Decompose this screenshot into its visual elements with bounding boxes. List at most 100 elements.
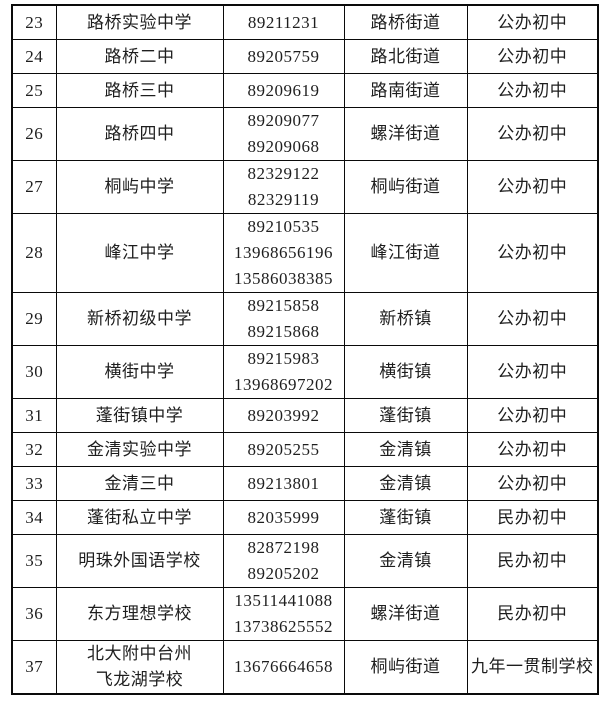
school-name-cell: 明珠外国语学校 — [55, 534, 224, 588]
location-cell-line: 峰江街道 — [370, 243, 441, 262]
school-name-cell-line: 金清三中 — [104, 473, 175, 493]
phone-cell-line: 82329119 — [247, 190, 320, 209]
phone-cell: 89209077 89209068 — [222, 107, 345, 161]
school-name-cell: 路桥二中 — [55, 39, 224, 74]
location-cell: 金清镇 — [343, 466, 468, 501]
table-row: 31 蓬街镇中学 89203992 蓬街镇 公办初中 — [11, 398, 599, 433]
school-type-cell-line: 民办初中 — [497, 507, 568, 527]
school-name-cell: 路桥三中 — [55, 73, 224, 108]
phone-cell: 89205759 — [222, 39, 345, 74]
school-name-cell-line: 峰江中学 — [104, 243, 175, 262]
table-row: 24 路桥二中 89205759 路北街道 公办初中 — [11, 39, 599, 74]
phone-cell-line: 82035999 — [247, 507, 320, 527]
phone-cell-line: 89213801 — [247, 473, 320, 493]
location-cell: 峰江街道 — [343, 213, 468, 293]
table-row: 28 峰江中学 89210535 13968656196 13586038385 峰江街道… — [11, 213, 599, 293]
school-name-cell-line: 横街中学 — [104, 362, 175, 381]
row-number-cell-line: 27 — [25, 177, 44, 196]
school-name-cell: 峰江中学 — [55, 213, 224, 293]
school-name-cell-line: 北大附中台州 — [87, 644, 192, 663]
location-cell: 路北街道 — [343, 39, 468, 74]
school-name-cell: 蓬街私立中学 — [55, 500, 224, 535]
school-type-cell-line: 公办初中 — [497, 405, 568, 425]
phone-cell-line: 89215983 — [247, 349, 320, 368]
school-table-body: 23 路桥实验中学 89211231 路桥街道 公办初中 24 路桥二中 89205759 路北… — [11, 4, 599, 695]
row-number-cell: 26 — [11, 107, 57, 161]
school-name-cell-line: 桐屿中学 — [104, 177, 175, 196]
school-type-cell-line: 公办初中 — [497, 12, 568, 32]
row-number-cell-line: 26 — [25, 124, 44, 143]
row-number-cell-line: 28 — [25, 243, 44, 262]
row-number-cell: 25 — [11, 73, 57, 108]
location-cell: 螺洋街道 — [343, 587, 468, 641]
row-number-cell: 28 — [11, 213, 57, 293]
location-cell-line: 金清镇 — [379, 473, 432, 493]
table-row: 23 路桥实验中学 89211231 路桥街道 公办初中 — [11, 4, 599, 40]
row-number-cell: 34 — [11, 500, 57, 535]
table-row: 36 东方理想学校 13511441088 13738625552 螺洋街道 民办初中 — [11, 587, 599, 641]
table-row: 35 明珠外国语学校 82872198 89205202 金清镇 民办初中 — [11, 534, 599, 588]
location-cell: 路桥街道 — [343, 4, 468, 40]
school-type-cell: 公办初中 — [466, 292, 599, 346]
location-cell: 桐屿街道 — [343, 640, 468, 695]
row-number-cell: 36 — [11, 587, 57, 641]
phone-cell-line: 89205202 — [247, 564, 320, 583]
school-type-cell-line: 民办初中 — [497, 551, 568, 570]
school-name-cell-line: 飞龙湖学校 — [95, 670, 184, 689]
school-name-cell: 新桥初级中学 — [55, 292, 224, 346]
school-name-cell-line: 金清实验中学 — [87, 439, 192, 459]
phone-cell-line: 13676664658 — [234, 657, 333, 676]
row-number-cell: 31 — [11, 398, 57, 433]
school-type-cell: 民办初中 — [466, 534, 599, 588]
school-type-cell: 民办初中 — [466, 587, 599, 641]
school-type-cell: 公办初中 — [466, 39, 599, 74]
school-name-cell-line: 路桥二中 — [104, 46, 175, 66]
location-cell-line: 新桥镇 — [379, 309, 432, 328]
row-number-cell-line: 31 — [25, 405, 44, 425]
phone-cell: 89215983 13968697202 — [222, 345, 345, 399]
school-type-cell: 公办初中 — [466, 432, 599, 467]
school-name-cell: 路桥四中 — [55, 107, 224, 161]
phone-cell-line: 13968656196 — [234, 243, 333, 262]
table-row: 32 金清实验中学 89205255 金清镇 公办初中 — [11, 432, 599, 467]
phone-cell-line: 89209619 — [247, 80, 320, 100]
school-type-cell-line: 民办初中 — [497, 604, 568, 623]
row-number-cell: 30 — [11, 345, 57, 399]
location-cell-line: 蓬街镇 — [379, 507, 432, 527]
school-type-cell-line: 公办初中 — [497, 177, 568, 196]
row-number-cell-line: 25 — [25, 80, 44, 100]
school-name-cell-line: 蓬街私立中学 — [87, 507, 192, 527]
school-type-cell-line: 公办初中 — [497, 309, 568, 328]
school-name-cell-line: 明珠外国语学校 — [78, 551, 201, 570]
location-cell: 横街镇 — [343, 345, 468, 399]
phone-cell-line: 13511441088 — [234, 591, 333, 610]
phone-cell: 89215858 89215868 — [222, 292, 345, 346]
school-type-cell: 公办初中 — [466, 73, 599, 108]
location-cell-line: 螺洋街道 — [370, 124, 441, 143]
row-number-cell-line: 23 — [25, 12, 44, 32]
phone-cell: 82329122 82329119 — [222, 160, 345, 214]
row-number-cell-line: 36 — [25, 604, 44, 623]
location-cell-line: 路南街道 — [370, 80, 441, 100]
school-type-cell: 公办初中 — [466, 107, 599, 161]
phone-cell-line: 89211231 — [247, 12, 320, 32]
location-cell: 桐屿街道 — [343, 160, 468, 214]
row-number-cell: 23 — [11, 4, 57, 40]
location-cell-line: 桐屿街道 — [370, 657, 441, 676]
school-name-cell: 路桥实验中学 — [55, 4, 224, 40]
table-row: 37 北大附中台州 飞龙湖学校 13676664658 桐屿街道 九年一贯制学校 — [11, 640, 599, 695]
school-type-cell-line: 九年一贯制学校 — [471, 657, 594, 676]
phone-cell-line: 89215858 — [247, 296, 320, 315]
location-cell-line: 路桥街道 — [370, 12, 441, 32]
phone-cell: 89209619 — [222, 73, 345, 108]
phone-cell-line: 82329122 — [247, 164, 320, 183]
school-type-cell: 公办初中 — [466, 345, 599, 399]
school-name-cell-line: 蓬街镇中学 — [95, 405, 184, 425]
phone-cell: 82035999 — [222, 500, 345, 535]
location-cell: 金清镇 — [343, 432, 468, 467]
location-cell: 蓬街镇 — [343, 398, 468, 433]
table-row: 33 金清三中 89213801 金清镇 公办初中 — [11, 466, 599, 501]
location-cell-line: 路北街道 — [370, 46, 441, 66]
phone-cell: 89205255 — [222, 432, 345, 467]
row-number-cell-line: 33 — [25, 473, 44, 493]
